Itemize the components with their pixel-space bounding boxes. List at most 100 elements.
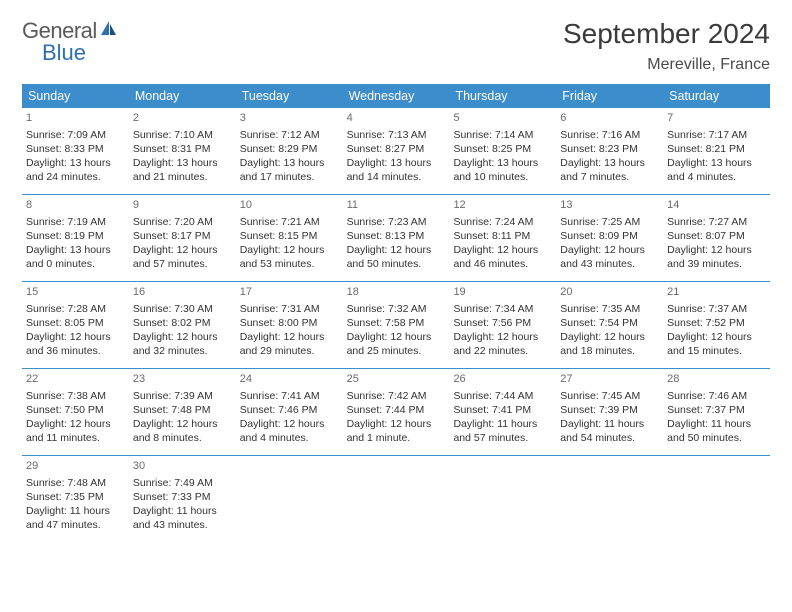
title-block: September 2024 Mereville, France	[563, 18, 770, 74]
daylight-text: Daylight: 13 hours	[667, 156, 766, 170]
calendar-empty-cell	[556, 456, 663, 542]
sunset-text: Sunset: 8:25 PM	[453, 142, 552, 156]
page-header: General September 2024 Mereville, France	[22, 18, 770, 74]
sunset-text: Sunset: 7:37 PM	[667, 403, 766, 417]
daylight-text: Daylight: 11 hours	[560, 417, 659, 431]
sunset-text: Sunset: 8:11 PM	[453, 229, 552, 243]
sunset-text: Sunset: 7:50 PM	[26, 403, 125, 417]
daylight-text: and 50 minutes.	[667, 431, 766, 445]
sunset-text: Sunset: 7:56 PM	[453, 316, 552, 330]
day-number: 18	[347, 285, 446, 300]
calendar-day-cell: 19Sunrise: 7:34 AMSunset: 7:56 PMDayligh…	[449, 282, 556, 368]
day-number: 27	[560, 372, 659, 387]
daylight-text: and 15 minutes.	[667, 344, 766, 358]
daylight-text: Daylight: 12 hours	[240, 330, 339, 344]
daylight-text: and 18 minutes.	[560, 344, 659, 358]
daylight-text: Daylight: 12 hours	[667, 243, 766, 257]
calendar-day-cell: 9Sunrise: 7:20 AMSunset: 8:17 PMDaylight…	[129, 195, 236, 281]
daylight-text: and 1 minute.	[347, 431, 446, 445]
sunrise-text: Sunrise: 7:32 AM	[347, 302, 446, 316]
month-title: September 2024	[563, 18, 770, 50]
sunset-text: Sunset: 7:52 PM	[667, 316, 766, 330]
sunrise-text: Sunrise: 7:16 AM	[560, 128, 659, 142]
calendar-day-cell: 8Sunrise: 7:19 AMSunset: 8:19 PMDaylight…	[22, 195, 129, 281]
calendar-empty-cell	[663, 456, 770, 542]
calendar-day-cell: 1Sunrise: 7:09 AMSunset: 8:33 PMDaylight…	[22, 108, 129, 194]
day-number: 15	[26, 285, 125, 300]
day-number: 23	[133, 372, 232, 387]
calendar-empty-cell	[236, 456, 343, 542]
day-number: 10	[240, 198, 339, 213]
daylight-text: Daylight: 13 hours	[453, 156, 552, 170]
sunset-text: Sunset: 7:44 PM	[347, 403, 446, 417]
sunset-text: Sunset: 8:21 PM	[667, 142, 766, 156]
day-number: 21	[667, 285, 766, 300]
sunset-text: Sunset: 7:33 PM	[133, 490, 232, 504]
daylight-text: Daylight: 12 hours	[667, 330, 766, 344]
daylight-text: and 29 minutes.	[240, 344, 339, 358]
sunset-text: Sunset: 8:07 PM	[667, 229, 766, 243]
daylight-text: Daylight: 12 hours	[26, 417, 125, 431]
calendar-day-cell: 28Sunrise: 7:46 AMSunset: 7:37 PMDayligh…	[663, 369, 770, 455]
calendar-day-cell: 12Sunrise: 7:24 AMSunset: 8:11 PMDayligh…	[449, 195, 556, 281]
sunset-text: Sunset: 7:39 PM	[560, 403, 659, 417]
day-number: 9	[133, 198, 232, 213]
sunset-text: Sunset: 8:15 PM	[240, 229, 339, 243]
calendar-day-cell: 13Sunrise: 7:25 AMSunset: 8:09 PMDayligh…	[556, 195, 663, 281]
sunrise-text: Sunrise: 7:30 AM	[133, 302, 232, 316]
day-number: 14	[667, 198, 766, 213]
daylight-text: and 43 minutes.	[133, 518, 232, 532]
location-label: Mereville, France	[563, 56, 770, 74]
day-number: 22	[26, 372, 125, 387]
calendar-week-row: 15Sunrise: 7:28 AMSunset: 8:05 PMDayligh…	[22, 282, 770, 369]
sunrise-text: Sunrise: 7:48 AM	[26, 476, 125, 490]
calendar-day-cell: 4Sunrise: 7:13 AMSunset: 8:27 PMDaylight…	[343, 108, 450, 194]
day-number: 16	[133, 285, 232, 300]
sunrise-text: Sunrise: 7:12 AM	[240, 128, 339, 142]
daylight-text: and 53 minutes.	[240, 257, 339, 271]
day-number: 19	[453, 285, 552, 300]
sunset-text: Sunset: 7:35 PM	[26, 490, 125, 504]
sunrise-text: Sunrise: 7:19 AM	[26, 215, 125, 229]
day-number: 12	[453, 198, 552, 213]
daylight-text: Daylight: 13 hours	[26, 243, 125, 257]
weekday-header: Monday	[129, 84, 236, 108]
sunrise-text: Sunrise: 7:21 AM	[240, 215, 339, 229]
sunset-text: Sunset: 8:13 PM	[347, 229, 446, 243]
daylight-text: Daylight: 11 hours	[667, 417, 766, 431]
day-number: 6	[560, 111, 659, 126]
calendar-day-cell: 6Sunrise: 7:16 AMSunset: 8:23 PMDaylight…	[556, 108, 663, 194]
day-number: 2	[133, 111, 232, 126]
daylight-text: and 50 minutes.	[347, 257, 446, 271]
daylight-text: and 4 minutes.	[667, 170, 766, 184]
daylight-text: Daylight: 11 hours	[133, 504, 232, 518]
calendar-week-row: 1Sunrise: 7:09 AMSunset: 8:33 PMDaylight…	[22, 108, 770, 195]
daylight-text: Daylight: 12 hours	[347, 243, 446, 257]
daylight-text: Daylight: 13 hours	[240, 156, 339, 170]
calendar-day-cell: 11 Sunrise: 7:23 AMSunset: 8:13 PMDayligh…	[343, 195, 450, 281]
sunset-text: Sunset: 7:54 PM	[560, 316, 659, 330]
day-number: 29	[26, 459, 125, 474]
daylight-text: Daylight: 12 hours	[560, 330, 659, 344]
day-number: 11	[347, 198, 446, 213]
sunset-text: Sunset: 8:23 PM	[560, 142, 659, 156]
daylight-text: and 54 minutes.	[560, 431, 659, 445]
calendar-day-cell: 30Sunrise: 7:49 AMSunset: 7:33 PMDayligh…	[129, 456, 236, 542]
sunrise-text: Sunrise: 7:17 AM	[667, 128, 766, 142]
sunset-text: Sunset: 8:33 PM	[26, 142, 125, 156]
calendar-day-cell: 26Sunrise: 7:44 AMSunset: 7:41 PMDayligh…	[449, 369, 556, 455]
sunrise-text: Sunrise: 7:35 AM	[560, 302, 659, 316]
daylight-text: Daylight: 11 hours	[453, 417, 552, 431]
sail-icon	[99, 17, 119, 43]
daylight-text: Daylight: 12 hours	[560, 243, 659, 257]
daylight-text: and 24 minutes.	[26, 170, 125, 184]
calendar-day-cell: 3Sunrise: 7:12 AMSunset: 8:29 PMDaylight…	[236, 108, 343, 194]
daylight-text: and 57 minutes.	[133, 257, 232, 271]
sunrise-text: Sunrise: 7:41 AM	[240, 389, 339, 403]
sunrise-text: Sunrise: 7:39 AM	[133, 389, 232, 403]
sunrise-text: Sunrise: 7:23 AM	[347, 215, 446, 229]
daylight-text: and 4 minutes.	[240, 431, 339, 445]
weekday-header: Tuesday	[236, 84, 343, 108]
calendar-day-cell: 16Sunrise: 7:30 AMSunset: 8:02 PMDayligh…	[129, 282, 236, 368]
daylight-text: and 22 minutes.	[453, 344, 552, 358]
